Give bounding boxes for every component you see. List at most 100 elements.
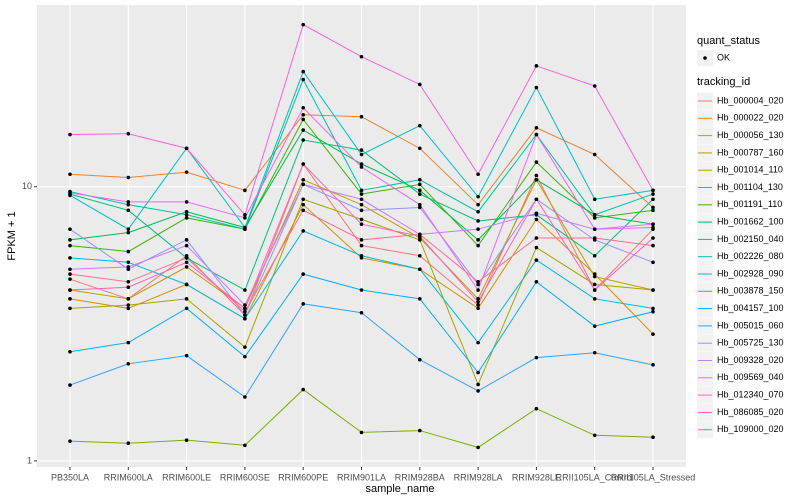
data-point bbox=[126, 260, 131, 265]
data-point bbox=[592, 272, 597, 276]
data-point bbox=[592, 197, 597, 202]
data-point bbox=[418, 182, 422, 187]
data-point bbox=[534, 355, 539, 360]
data-point bbox=[126, 285, 131, 290]
data-point bbox=[418, 238, 422, 242]
data-point bbox=[418, 146, 422, 151]
data-point bbox=[418, 357, 422, 362]
x-axis-title: sample_name bbox=[365, 483, 434, 495]
data-point bbox=[68, 256, 72, 260]
data-point bbox=[301, 302, 306, 306]
data-point bbox=[651, 332, 655, 336]
data-point bbox=[243, 225, 247, 230]
data-point bbox=[301, 77, 306, 82]
legend-label: Hb_109000_020 bbox=[717, 424, 784, 434]
data-point bbox=[126, 202, 131, 207]
data-point bbox=[68, 272, 72, 276]
data-point bbox=[418, 267, 422, 272]
data-point bbox=[184, 256, 189, 260]
data-point bbox=[126, 303, 131, 307]
data-point bbox=[301, 69, 306, 74]
data-point bbox=[301, 117, 306, 122]
data-point bbox=[592, 288, 597, 292]
data-point bbox=[184, 216, 189, 220]
data-point bbox=[476, 300, 480, 304]
data-point bbox=[592, 433, 597, 438]
data-point bbox=[476, 279, 480, 284]
data-point bbox=[418, 297, 422, 301]
data-point bbox=[301, 162, 306, 166]
data-point bbox=[476, 288, 480, 292]
data-point bbox=[126, 249, 131, 254]
data-point bbox=[592, 212, 597, 217]
data-point bbox=[126, 175, 131, 180]
data-point bbox=[301, 202, 306, 207]
data-point bbox=[534, 132, 539, 137]
data-point bbox=[359, 217, 364, 222]
data-point bbox=[418, 253, 422, 258]
data-point bbox=[534, 211, 539, 216]
y-tick-label: 1 bbox=[27, 455, 32, 465]
data-point bbox=[243, 309, 247, 314]
data-point bbox=[68, 172, 72, 177]
data-point bbox=[651, 208, 655, 213]
data-point bbox=[651, 236, 655, 240]
x-tick-label: RRIM600LA bbox=[104, 472, 153, 482]
data-point bbox=[184, 146, 189, 151]
x-tick-label: PB350LA bbox=[51, 472, 89, 482]
data-point bbox=[359, 148, 364, 152]
data-point bbox=[534, 406, 539, 411]
data-point bbox=[301, 229, 306, 233]
data-point bbox=[184, 265, 189, 269]
data-point bbox=[68, 238, 72, 242]
data-point bbox=[592, 236, 597, 240]
data-point bbox=[184, 170, 189, 174]
data-point bbox=[359, 114, 364, 119]
data-point bbox=[68, 306, 72, 311]
data-point bbox=[651, 363, 655, 367]
data-point bbox=[243, 212, 247, 217]
data-point bbox=[68, 439, 72, 443]
data-point bbox=[68, 132, 72, 137]
legend-title: quant_status bbox=[697, 35, 760, 47]
data-point bbox=[534, 126, 539, 130]
data-point bbox=[184, 200, 189, 204]
data-point bbox=[534, 245, 539, 250]
data-point bbox=[534, 160, 539, 164]
data-point bbox=[126, 297, 131, 301]
data-point bbox=[592, 274, 597, 279]
data-point bbox=[359, 208, 364, 213]
data-point bbox=[359, 197, 364, 202]
data-point bbox=[418, 428, 422, 433]
x-tick-label: RRIM600PE bbox=[278, 472, 328, 482]
data-point bbox=[418, 177, 422, 182]
data-point bbox=[359, 253, 364, 258]
data-point bbox=[651, 188, 655, 193]
data-point bbox=[359, 165, 364, 169]
data-point bbox=[243, 354, 247, 359]
data-point bbox=[418, 232, 422, 237]
legend-label: Hb_009569_040 bbox=[717, 372, 784, 382]
data-point bbox=[359, 54, 364, 59]
data-point bbox=[592, 282, 597, 287]
legend-label: Hb_002928_090 bbox=[717, 268, 784, 278]
data-point bbox=[126, 340, 131, 345]
data-point bbox=[243, 345, 247, 349]
data-point bbox=[126, 362, 131, 366]
data-point bbox=[243, 316, 247, 321]
data-point bbox=[534, 279, 539, 284]
data-point bbox=[126, 200, 131, 204]
data-point bbox=[592, 227, 597, 231]
data-point bbox=[476, 306, 480, 311]
x-tick-label: RRIM600SE bbox=[220, 472, 270, 482]
data-point bbox=[359, 238, 364, 242]
data-point bbox=[651, 435, 655, 440]
data-point bbox=[359, 288, 364, 292]
x-tick-label: RRII105LA_Stressed bbox=[611, 472, 696, 482]
data-point bbox=[243, 288, 247, 292]
data-point bbox=[301, 112, 306, 117]
data-point bbox=[534, 64, 539, 68]
legend-label: Hb_001104_130 bbox=[717, 182, 783, 192]
data-point bbox=[476, 202, 480, 207]
